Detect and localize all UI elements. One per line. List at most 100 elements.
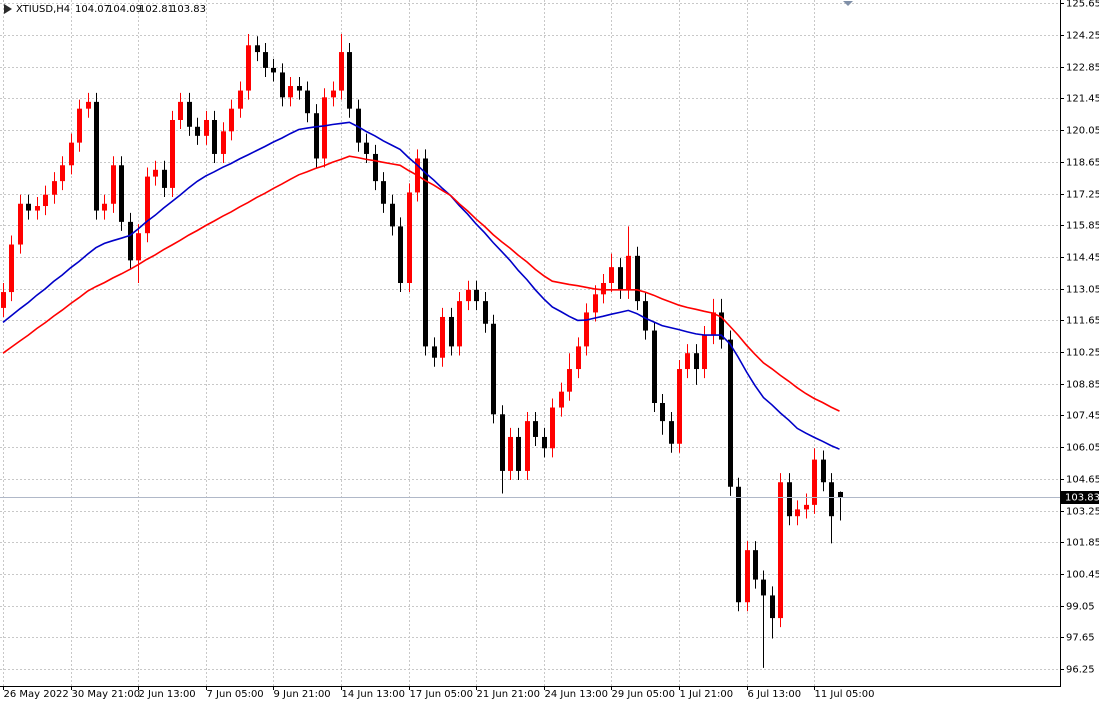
candle-body xyxy=(567,369,572,392)
candle-body xyxy=(381,181,386,204)
last-close: 103.83 xyxy=(171,4,206,15)
candle-body xyxy=(576,346,581,370)
y-tick-label: 120.05 xyxy=(1066,126,1099,137)
candle-body xyxy=(516,436,521,471)
candle-body xyxy=(69,142,74,166)
candle-body xyxy=(60,165,65,182)
candle-body xyxy=(221,131,226,154)
candle-body xyxy=(271,67,276,73)
candle-body xyxy=(652,330,657,403)
candle-body xyxy=(795,509,800,517)
candle-body xyxy=(288,86,293,98)
y-tick-label: 97.65 xyxy=(1066,633,1095,644)
candle-body xyxy=(770,595,775,619)
candle-body xyxy=(550,407,555,449)
moving-average-line xyxy=(2,155,840,412)
axes: 125.65 124.25 122.85 121.45 120.05 118.65 117.… xyxy=(3,0,1099,700)
candle-body xyxy=(643,301,648,331)
x-tick-label: 24 Jun 13:00 xyxy=(545,689,609,700)
candle-body xyxy=(322,97,327,159)
candle-body xyxy=(432,346,437,358)
y-tick-label: 121.45 xyxy=(1066,94,1099,105)
candle-body xyxy=(238,90,243,109)
candle-body xyxy=(711,312,716,336)
candle-body xyxy=(618,267,623,290)
moving-average-line xyxy=(2,121,840,450)
x-tick-label: 11 Jul 05:00 xyxy=(815,689,875,700)
candle-body xyxy=(178,101,183,120)
last-low: 102.81 xyxy=(139,4,174,15)
candle-body xyxy=(677,369,682,444)
x-tick-label: 30 May 21:00 xyxy=(72,689,141,700)
candle-body xyxy=(694,353,699,370)
candle-body xyxy=(297,86,302,91)
symbol: XTIUSD,H4 xyxy=(16,4,70,15)
x-tick-label: 7 Jun 05:00 xyxy=(207,689,264,700)
candle-body xyxy=(626,255,631,290)
candle-body xyxy=(457,301,462,347)
y-tick-label: 125.65 xyxy=(1066,0,1099,10)
y-tick-label: 114.45 xyxy=(1066,253,1099,264)
candle-body xyxy=(533,421,538,437)
candle-body xyxy=(449,316,454,347)
candle-body xyxy=(77,108,82,143)
candle-body xyxy=(466,289,471,302)
y-tick-label: 104.65 xyxy=(1066,475,1099,486)
plot xyxy=(0,33,1060,668)
candle-body xyxy=(660,402,665,422)
x-tick-label: 29 Jun 05:00 xyxy=(612,689,676,700)
x-tick-label: 1 Jul 21:00 xyxy=(680,689,734,700)
price-label: 103.83 xyxy=(1065,493,1099,504)
candle-body xyxy=(702,335,707,370)
candle-body xyxy=(719,312,724,340)
candle-body xyxy=(559,391,564,408)
candle-body xyxy=(212,119,217,154)
candle-body xyxy=(736,486,741,603)
candle-body xyxy=(525,421,530,471)
x-tick-label: 26 May 2022 xyxy=(4,689,69,700)
candle-body xyxy=(263,52,268,68)
candle-body xyxy=(373,153,378,182)
candle-body xyxy=(593,294,598,313)
candle-body xyxy=(229,108,234,132)
y-tick-label: 111.65 xyxy=(1066,316,1099,327)
y-tick-label: 108.85 xyxy=(1066,380,1099,391)
candle-body xyxy=(94,101,99,211)
candle-body xyxy=(347,52,352,109)
candle-body xyxy=(119,165,124,222)
y-tick-label: 115.85 xyxy=(1066,221,1099,232)
candle-body xyxy=(390,203,395,227)
y-tick-label: 96.25 xyxy=(1066,665,1095,676)
candle-body xyxy=(669,421,674,444)
candle-body xyxy=(204,119,209,136)
candle-body xyxy=(685,353,690,370)
candle-body xyxy=(778,482,783,619)
candle-body xyxy=(305,90,310,114)
candle-body xyxy=(356,108,361,143)
y-tick-label: 110.25 xyxy=(1066,348,1099,359)
y-tick-label: 100.45 xyxy=(1066,570,1099,581)
candle-body xyxy=(195,126,200,136)
x-tick-label: 14 Jun 13:00 xyxy=(342,689,406,700)
candle-body xyxy=(398,226,403,284)
candle-body xyxy=(102,203,107,211)
candle-body xyxy=(423,158,428,347)
candle-body xyxy=(635,255,640,302)
candle-body xyxy=(128,221,133,261)
candle-body xyxy=(804,504,809,510)
candle-body xyxy=(339,52,344,91)
candle-body xyxy=(745,550,750,603)
candle-body xyxy=(187,101,192,127)
y-tick-label: 117.25 xyxy=(1066,190,1099,201)
last-high: 104.09 xyxy=(107,4,142,15)
candle-body xyxy=(728,339,733,487)
candle-body xyxy=(440,316,445,358)
candle-body xyxy=(145,176,150,234)
candle-body xyxy=(136,233,141,261)
candle-body xyxy=(153,169,158,177)
x-tick-label: 9 Jun 21:00 xyxy=(274,689,331,700)
y-tick-label: 124.25 xyxy=(1066,31,1099,42)
last-open: 104.07 xyxy=(75,4,110,15)
